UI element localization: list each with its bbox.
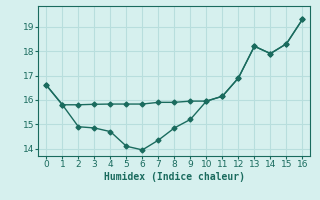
X-axis label: Humidex (Indice chaleur): Humidex (Indice chaleur) — [104, 172, 245, 182]
